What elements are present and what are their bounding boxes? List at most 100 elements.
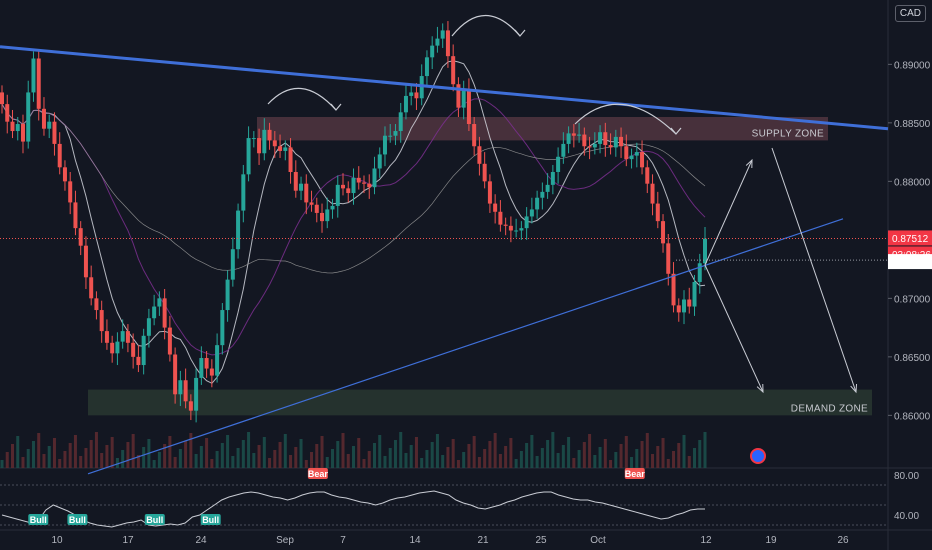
bear-signal (307, 468, 328, 479)
candle-body (619, 136, 624, 147)
bull-signal (67, 514, 88, 525)
candle-body (89, 277, 94, 299)
volume-bar (268, 458, 272, 468)
price-tick-label: 0.88500 (894, 119, 931, 130)
candle-body (661, 221, 666, 244)
candle-body (335, 184, 340, 206)
volume-bar (0, 460, 4, 468)
volume-bar (273, 450, 277, 468)
candle-body (325, 209, 330, 222)
candle-body (194, 377, 199, 411)
candle-body (388, 135, 393, 137)
volume-bar (126, 442, 130, 468)
candle-body (299, 183, 304, 191)
candle-body (692, 281, 697, 307)
candle-body (634, 152, 639, 156)
candle-body (524, 216, 529, 229)
volume-bar (561, 445, 565, 468)
candle-body (629, 155, 634, 160)
volume-bar (498, 454, 502, 468)
volume-bar (567, 437, 571, 468)
candle-body (314, 204, 319, 213)
signal-label: Bull (30, 515, 47, 525)
time-tick-label: 17 (122, 535, 134, 546)
candle-body (466, 90, 471, 125)
projection-arrowhead (745, 158, 753, 169)
candle-body (31, 58, 36, 93)
volume-bar (472, 436, 476, 468)
volume-bar (619, 444, 623, 468)
candle-body (650, 183, 655, 204)
volume-bar (341, 433, 345, 468)
candle-body (393, 131, 398, 136)
volume-bar (357, 438, 361, 468)
candle-body (283, 147, 288, 151)
currency-badge[interactable]: CAD (894, 5, 926, 22)
volume-bar (252, 453, 256, 468)
volume-bar (63, 451, 67, 468)
volume-bar (509, 438, 513, 468)
candle-body (209, 368, 214, 376)
candle-body (10, 121, 15, 132)
candle-body (682, 299, 687, 313)
candle-body (125, 331, 130, 343)
projection-arrow (771, 147, 857, 393)
candle-body (94, 298, 99, 311)
demand-zone-label: DEMAND ZONE (791, 403, 868, 414)
candle-body (110, 342, 115, 354)
candle-body (251, 138, 256, 140)
annotation-arc (451, 14, 521, 37)
volume-bar (105, 445, 109, 468)
volume-bar (94, 432, 98, 468)
volume-bar (514, 459, 518, 468)
volume-bar (378, 435, 382, 468)
candle-body (592, 143, 597, 148)
bear-signal (624, 468, 645, 479)
upper-trendline (0, 45, 889, 131)
candle-body (577, 134, 582, 136)
candle-body (566, 133, 571, 144)
volume-bar (666, 459, 670, 468)
volume-bar (331, 449, 335, 468)
volume-bar (189, 433, 193, 468)
candle-body (372, 168, 377, 188)
candle-body (215, 345, 220, 376)
candle-body (571, 133, 576, 136)
candle-body (20, 124, 25, 142)
time-tick-label: 26 (837, 535, 849, 546)
volume-bar (698, 440, 702, 468)
price-tick-label: 0.87000 (894, 294, 931, 305)
volume-bar (84, 448, 88, 468)
volume-bar (315, 444, 319, 468)
volume-bar (278, 442, 282, 468)
candle-body (456, 84, 461, 108)
candle-body (514, 230, 519, 232)
volume-bar (409, 445, 413, 468)
candle-body (173, 354, 178, 395)
candle-body (47, 121, 52, 129)
candle-body (304, 183, 309, 203)
signal-label: Bull (202, 515, 219, 525)
compass-icon[interactable] (750, 448, 766, 464)
volume-bar (614, 452, 618, 468)
volume-bar (231, 456, 235, 468)
candle-body (230, 249, 235, 280)
candle-body (498, 211, 503, 225)
volume-bar (640, 441, 644, 468)
candle-body (624, 146, 629, 160)
candle-body (330, 205, 335, 210)
volume-bar (142, 447, 146, 468)
candle-body (472, 124, 477, 147)
signal-label: Bear (625, 469, 646, 479)
projection-arrow (704, 159, 753, 266)
volume-bar (10, 444, 14, 468)
candle-body (556, 156, 561, 172)
volume-bar (257, 445, 261, 468)
volume-bar (645, 433, 649, 468)
candle-body (671, 273, 676, 306)
volume-bar (703, 432, 707, 468)
volume-bar (672, 451, 676, 468)
candle-body (120, 331, 125, 342)
